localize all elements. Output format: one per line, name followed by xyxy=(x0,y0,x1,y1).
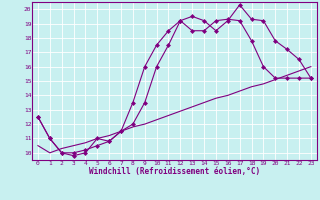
X-axis label: Windchill (Refroidissement éolien,°C): Windchill (Refroidissement éolien,°C) xyxy=(89,167,260,176)
